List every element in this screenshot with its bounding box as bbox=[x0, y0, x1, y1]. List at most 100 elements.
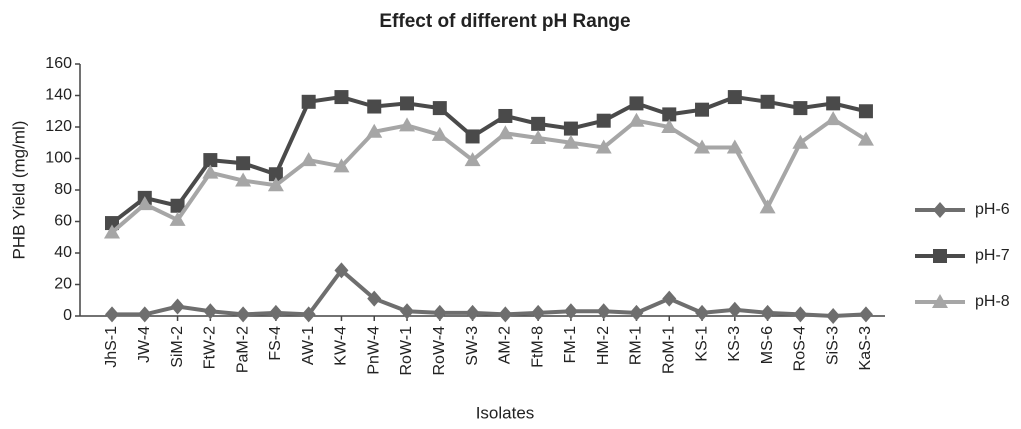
point bbox=[137, 306, 152, 323]
point bbox=[465, 304, 480, 321]
point bbox=[333, 158, 350, 173]
point bbox=[596, 113, 611, 128]
point bbox=[334, 90, 349, 105]
point bbox=[530, 130, 547, 145]
point bbox=[759, 199, 776, 214]
x-tick-label: RoW-1 bbox=[398, 326, 415, 376]
point bbox=[236, 156, 251, 171]
point bbox=[235, 172, 252, 187]
legend-marker bbox=[933, 249, 947, 263]
point bbox=[562, 134, 579, 149]
x-tick-label: FtM-8 bbox=[529, 326, 546, 368]
point bbox=[498, 108, 513, 123]
point bbox=[760, 94, 775, 109]
series-line bbox=[110, 95, 867, 225]
point bbox=[826, 308, 841, 324]
y-tick-label: 0 bbox=[63, 307, 72, 324]
legend-marker bbox=[933, 202, 947, 218]
y-axis-label: PHB Yield (mg/ml) bbox=[9, 121, 28, 260]
chart-title: Effect of different pH Range bbox=[379, 11, 630, 32]
point bbox=[595, 139, 612, 154]
point bbox=[169, 211, 186, 226]
point bbox=[170, 298, 185, 315]
point bbox=[300, 152, 317, 167]
x-tick-label: PnW-4 bbox=[365, 326, 382, 375]
x-tick-label: KS-3 bbox=[726, 326, 743, 362]
point bbox=[334, 262, 349, 279]
y-tick-label: 100 bbox=[45, 150, 72, 167]
point bbox=[695, 102, 710, 117]
x-tick-label: SiM-2 bbox=[169, 326, 186, 368]
x-tick-label: FM-1 bbox=[562, 326, 579, 363]
x-tick-label: SW-3 bbox=[464, 326, 481, 366]
point bbox=[432, 101, 447, 116]
point bbox=[858, 306, 873, 323]
point bbox=[399, 117, 416, 132]
point bbox=[367, 99, 382, 114]
point bbox=[498, 306, 513, 323]
point bbox=[267, 177, 284, 192]
x-tick-label: PaM-2 bbox=[234, 326, 251, 373]
point bbox=[826, 96, 841, 111]
y-tick-label: 20 bbox=[54, 276, 72, 293]
x-tick-label: RoW-4 bbox=[431, 326, 448, 376]
point bbox=[661, 119, 678, 133]
point bbox=[596, 303, 611, 320]
point bbox=[170, 198, 185, 213]
y-tick-label: 40 bbox=[54, 244, 72, 261]
legend-label: pH-8 bbox=[975, 293, 1010, 310]
x-tick-label: MS-6 bbox=[759, 326, 776, 364]
point bbox=[268, 167, 283, 182]
point bbox=[563, 121, 578, 136]
point bbox=[105, 306, 119, 323]
point bbox=[497, 125, 514, 140]
x-tick-label: AM-2 bbox=[497, 326, 514, 364]
point bbox=[858, 104, 873, 119]
y-tick-label: 60 bbox=[54, 213, 72, 230]
point bbox=[825, 111, 842, 126]
point bbox=[104, 224, 120, 239]
x-tick-label: SiS-3 bbox=[824, 326, 841, 365]
x-tick-label: JW-4 bbox=[136, 326, 153, 363]
point bbox=[727, 90, 742, 105]
point bbox=[727, 301, 742, 318]
point bbox=[431, 126, 448, 141]
point bbox=[236, 306, 251, 323]
point bbox=[695, 304, 710, 321]
point bbox=[760, 304, 775, 321]
series-line bbox=[110, 116, 867, 235]
point bbox=[367, 290, 382, 307]
y-tick-label: 120 bbox=[45, 118, 72, 135]
legend-marker bbox=[932, 294, 948, 308]
x-tick-label: JhS-1 bbox=[103, 326, 120, 368]
point bbox=[268, 304, 283, 321]
point bbox=[105, 216, 119, 231]
x-axis-label: Isolates bbox=[476, 403, 535, 422]
legend-label: pH-7 bbox=[975, 247, 1010, 264]
point bbox=[694, 139, 711, 154]
point bbox=[726, 139, 743, 154]
point bbox=[301, 94, 316, 109]
point bbox=[662, 107, 677, 122]
point bbox=[400, 303, 415, 320]
point bbox=[202, 164, 219, 179]
point bbox=[531, 304, 546, 321]
point bbox=[792, 134, 809, 149]
x-tick-label: HM-2 bbox=[595, 326, 612, 365]
x-tick-label: KaS-3 bbox=[857, 326, 874, 371]
x-tick-label: FS-4 bbox=[267, 326, 284, 361]
point bbox=[366, 123, 383, 138]
point bbox=[628, 112, 645, 127]
point bbox=[563, 303, 578, 320]
point bbox=[662, 290, 677, 307]
point bbox=[793, 101, 808, 116]
series-line bbox=[112, 267, 867, 319]
legend-label: pH-6 bbox=[975, 201, 1010, 218]
x-tick-label: AW-1 bbox=[300, 326, 317, 365]
point bbox=[465, 129, 480, 144]
point bbox=[203, 303, 218, 320]
point bbox=[857, 131, 874, 146]
x-tick-label: KS-1 bbox=[693, 326, 710, 362]
point bbox=[793, 306, 808, 323]
